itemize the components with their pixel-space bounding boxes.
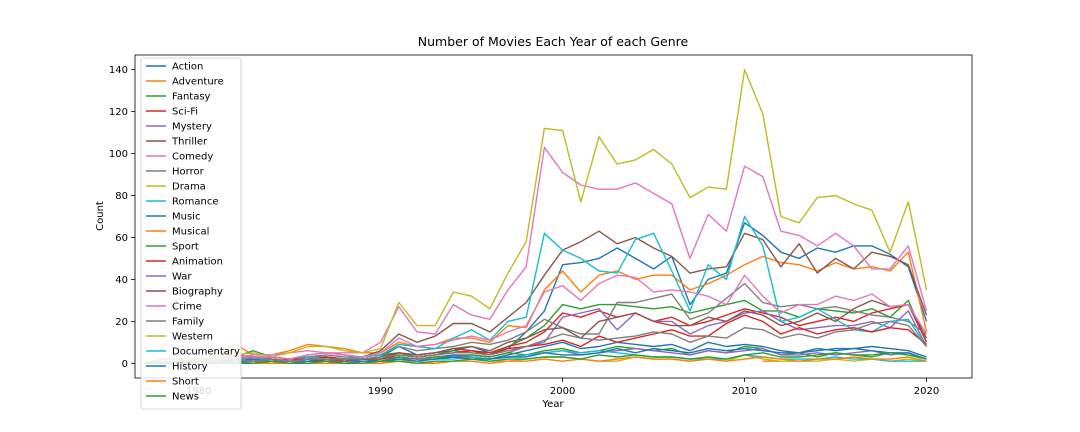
legend-label-western: Western	[172, 332, 213, 343]
legend-label-drama: Drama	[172, 182, 206, 193]
y-tick-label: 40	[115, 275, 128, 286]
legend-label-musical: Musical	[172, 227, 209, 238]
y-tick-label: 140	[109, 65, 128, 76]
legend-label-family: Family	[172, 317, 204, 328]
y-tick-label: 120	[109, 107, 128, 118]
legend-label-documentary: Documentary	[172, 347, 240, 358]
x-axis-label: Year	[541, 399, 564, 410]
series-line-family	[144, 320, 928, 364]
legend-label-romance: Romance	[172, 197, 218, 208]
legend-label-adventure: Adventure	[172, 77, 224, 88]
legend-label-short: Short	[172, 377, 199, 388]
y-tick-label: 80	[115, 191, 128, 202]
x-tick-label: 2020	[914, 386, 939, 397]
series-line-action	[144, 222, 928, 364]
x-tick-label: 2010	[732, 386, 757, 397]
legend-label-horror: Horror	[172, 167, 205, 178]
chart-title: Number of Movies Each Year of each Genre	[418, 34, 689, 49]
legend-label-sport: Sport	[172, 242, 199, 253]
legend-label-sci-fi: Sci-Fi	[172, 107, 198, 118]
y-tick-label: 0	[122, 359, 128, 370]
series-line-news	[144, 352, 927, 364]
plot-lines	[143, 69, 928, 364]
legend-label-fantasy: Fantasy	[172, 92, 211, 103]
y-axis-ticks: 0 20 40 60 80 100 120 140	[109, 65, 135, 370]
legend-label-animation: Animation	[172, 257, 223, 268]
series-line-drama	[144, 69, 928, 364]
series-line-short	[144, 356, 927, 364]
legend-label-biography: Biography	[172, 287, 223, 298]
x-tick-label: 2000	[550, 386, 575, 397]
y-tick-label: 100	[109, 149, 128, 160]
legend-label-war: War	[172, 272, 192, 283]
series-line-comedy	[143, 146, 928, 364]
plot-frame	[134, 54, 973, 379]
x-axis-ticks: 19801990200020102020	[186, 378, 939, 397]
legend-label-music: Music	[172, 212, 200, 223]
legend-label-news: News	[172, 392, 199, 403]
legend-label-thriller: Thriller	[171, 137, 208, 148]
series-line-crime	[144, 274, 928, 364]
legend-label-comedy: Comedy	[172, 152, 213, 163]
legend-label-crime: Crime	[172, 302, 202, 313]
legend-label-action: Action	[172, 62, 203, 73]
x-tick-label: 1990	[368, 386, 393, 397]
legend: Action Adventure Fantasy Sci-Fi Mystery Thril…	[140, 57, 242, 410]
y-tick-label: 20	[115, 317, 128, 328]
legend-label-history: History	[172, 362, 208, 373]
y-axis-label: Count	[95, 201, 106, 231]
legend-label-mystery: Mystery	[172, 122, 212, 133]
y-tick-label: 60	[115, 233, 128, 244]
